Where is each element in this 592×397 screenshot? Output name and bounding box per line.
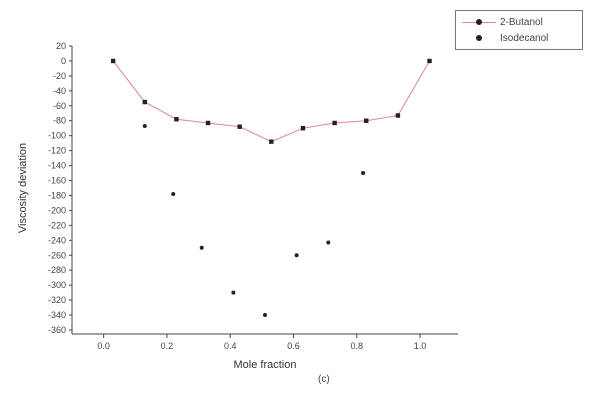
series-2-point (294, 253, 299, 258)
y-tick-label: -100 (48, 131, 66, 141)
series-1-point (300, 126, 306, 131)
series-2-point (171, 191, 176, 196)
y-tick-label: -200 (48, 205, 66, 215)
series-1-point (269, 139, 274, 144)
x-axis-label: Mole fraction (234, 359, 297, 371)
x-tick-label: 0.4 (224, 341, 237, 351)
y-tick-label: -40 (53, 86, 66, 96)
series-1-point (205, 120, 211, 126)
x-tick-label: 0.0 (97, 341, 110, 351)
y-tick-label: -160 (48, 176, 66, 186)
legend-label-series-1: 2-Butanol (500, 16, 543, 28)
series-1-point (364, 118, 369, 123)
legend: 2-Butanol Isodecanol (455, 10, 583, 50)
legend-label-series-2: Isodecanol (500, 32, 549, 44)
y-tick-label: -120 (48, 146, 66, 156)
y-tick-label: -20 (53, 71, 66, 81)
series-2-point (361, 171, 366, 176)
legend-swatch-series-2 (462, 33, 496, 43)
y-axis-label: Viscosity deviation (17, 143, 29, 233)
y-tick-label: -300 (48, 280, 66, 290)
x-tick-label: 1.0 (414, 341, 427, 351)
series-2-point (326, 240, 331, 245)
y-tick-label: -240 (48, 235, 66, 245)
series-2-point (395, 113, 400, 118)
series-2-point (199, 245, 204, 250)
legend-item-series-2: Isodecanol (462, 31, 548, 45)
y-tick-label: -140 (48, 161, 66, 171)
x-tick-label: 0.6 (287, 341, 300, 351)
series-1-point (427, 58, 432, 64)
y-tick-label: -360 (48, 325, 66, 335)
x-tick-label: 0.8 (350, 341, 363, 351)
legend-swatch-series-1 (462, 17, 496, 27)
y-tick-label: -220 (48, 220, 66, 230)
y-tick-label: -340 (48, 310, 66, 320)
series-1-point (142, 99, 147, 105)
series-1-point (332, 120, 337, 126)
series-2-point (263, 313, 267, 318)
y-tick-label: -180 (48, 190, 66, 200)
y-tick-label: 0 (61, 56, 66, 66)
series-2-point (231, 290, 236, 295)
legend-item-series-1: 2-Butanol (462, 15, 543, 29)
y-tick-label: -60 (53, 101, 66, 111)
series-1-point (110, 58, 116, 64)
y-tick-label: 20 (56, 41, 66, 51)
y-tick-label: -260 (48, 250, 66, 260)
series-2-point (142, 123, 147, 128)
y-tick-label: -320 (48, 295, 66, 305)
series-1-point (237, 124, 242, 129)
panel-label: (c) (318, 374, 330, 385)
y-tick-label: -80 (53, 116, 66, 126)
x-tick-label: 0.2 (161, 341, 174, 351)
series-line-1 (112, 60, 430, 143)
series-1-point (174, 117, 179, 122)
y-tick-label: -280 (48, 265, 66, 275)
